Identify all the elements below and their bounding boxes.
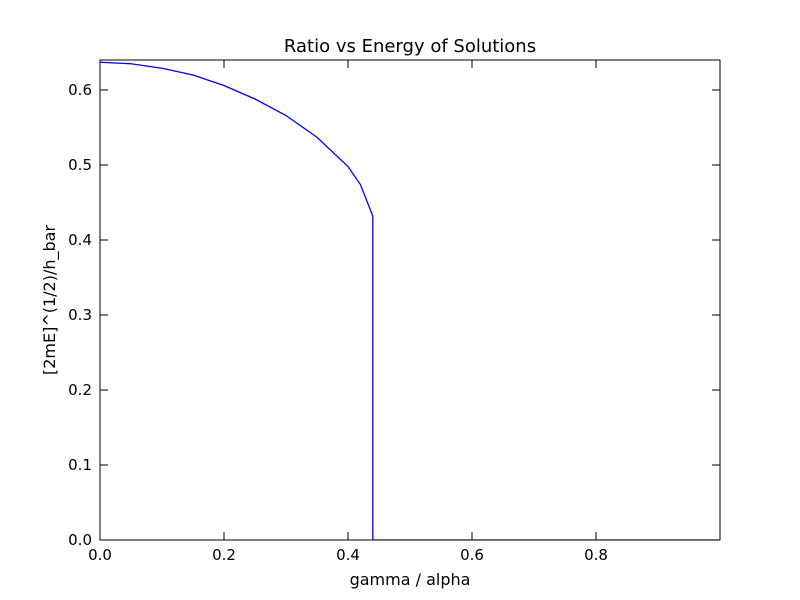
x-tick-label: 0.0 [88,546,112,564]
y-tick-label: 0.0 [68,531,92,549]
y-axis-ticks: 0.0 0.1 0.2 0.3 0.4 0.5 0.6 [68,81,720,549]
y-tick-label: 0.3 [68,306,92,324]
plot-area [100,61,720,540]
x-tick-label: 0.2 [212,546,236,564]
axes-frame [99,59,721,541]
y-axis-label: [2mE]^(1/2)/h_bar [40,225,60,375]
x-axis-label: gamma / alpha [350,570,471,589]
chart-title: Ratio vs Energy of Solutions [284,36,536,57]
y-tick-label: 0.2 [68,381,92,399]
x-tick-label: 0.4 [336,546,360,564]
x-tick-label: 0.8 [584,546,608,564]
x-tick-label: 0.6 [460,546,484,564]
y-tick-label: 0.4 [68,231,92,249]
series-line [100,61,720,540]
y-tick-label: 0.5 [68,156,92,174]
y-tick-label: 0.1 [68,456,92,474]
y-tick-label: 0.6 [68,81,92,99]
x-axis-ticks: 0.0 0.2 0.4 0.6 0.8 [88,60,608,564]
